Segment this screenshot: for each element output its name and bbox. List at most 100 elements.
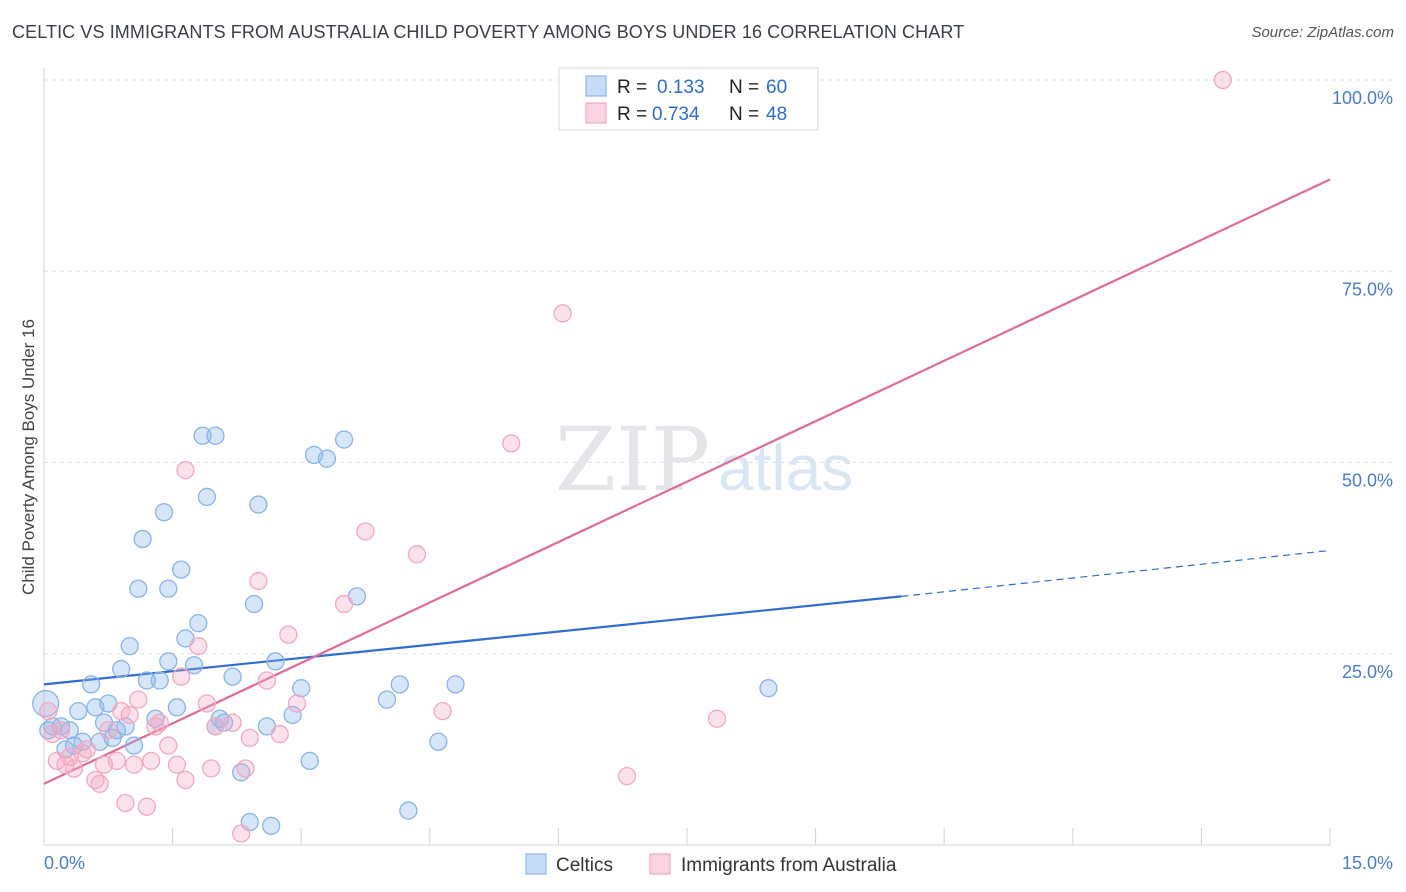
celtics-point bbox=[137, 671, 157, 690]
celtics-point bbox=[133, 529, 152, 549]
gridlines bbox=[44, 79, 1393, 655]
immigrants-point bbox=[124, 755, 144, 774]
legend-r-value-1: 0.133 bbox=[657, 77, 705, 98]
celtics-point bbox=[283, 705, 302, 725]
celtics-point bbox=[206, 426, 225, 445]
trend-line-extension-0 bbox=[901, 549, 1331, 597]
celtics-point bbox=[193, 426, 212, 445]
y-axis-label: Child Poverty Among Boys Under 16 bbox=[19, 319, 38, 595]
legend-label-immigrants: Immigrants from Australia bbox=[681, 855, 897, 876]
legend-n-label-1: N = bbox=[729, 77, 759, 98]
immigrants-point bbox=[129, 690, 148, 709]
immigrants-point bbox=[1213, 70, 1232, 90]
immigrants-point bbox=[232, 824, 251, 843]
celtics-point bbox=[120, 636, 139, 656]
immigrants-point bbox=[270, 724, 289, 744]
legend-n-value-2: 48 bbox=[766, 104, 787, 125]
chart-source: Source: ZipAtlas.com bbox=[1251, 24, 1394, 41]
immigrants-point bbox=[617, 767, 637, 786]
immigrants-point bbox=[197, 694, 217, 713]
legend-swatch-celtics-bottom bbox=[525, 853, 547, 875]
immigrants-point bbox=[99, 721, 118, 740]
immigrants-point bbox=[116, 793, 135, 813]
legend-n-value-1: 60 bbox=[766, 77, 787, 98]
celtics-point bbox=[244, 594, 264, 614]
legend-n-label-2: N = bbox=[729, 104, 759, 125]
stats-legend: R = 0.133 N = 60 R = 0.734 N = 48 bbox=[558, 67, 819, 131]
celtics-point bbox=[69, 701, 88, 721]
celtics-point bbox=[159, 652, 178, 671]
legend-r-value-2: 0.734 bbox=[652, 104, 700, 125]
immigrants-point bbox=[64, 759, 84, 778]
legend-swatch-celtics bbox=[585, 75, 607, 97]
immigrants-point bbox=[407, 545, 427, 564]
celtics-point bbox=[317, 449, 337, 468]
immigrants-point bbox=[107, 751, 127, 770]
scatter-points bbox=[32, 70, 1232, 843]
celtics-point bbox=[446, 675, 465, 694]
celtics-point bbox=[189, 614, 208, 633]
celtics-point bbox=[262, 816, 281, 836]
celtics-point bbox=[150, 671, 169, 690]
immigrants-point bbox=[120, 705, 139, 725]
celtics-point bbox=[390, 675, 409, 694]
x-tick-marks bbox=[43, 828, 1331, 845]
immigrants-point bbox=[77, 740, 97, 759]
immigrants-point bbox=[553, 304, 572, 323]
legend-r-label-2: R = bbox=[617, 104, 647, 125]
celtics-point bbox=[172, 560, 191, 579]
celtics-point bbox=[300, 751, 319, 770]
immigrants-point bbox=[334, 594, 354, 614]
immigrants-point bbox=[433, 701, 452, 721]
immigrants-point bbox=[112, 701, 131, 721]
immigrants-point bbox=[279, 625, 298, 644]
chart-title: CELTIC VS IMMIGRANTS FROM AUSTRALIA CHIL… bbox=[12, 22, 965, 42]
celtics-point bbox=[399, 801, 418, 820]
immigrants-point bbox=[159, 736, 178, 755]
celtics-point bbox=[249, 495, 268, 514]
legend-r-label-1: R = bbox=[617, 77, 647, 98]
immigrants-point bbox=[142, 751, 161, 770]
immigrants-point bbox=[176, 770, 195, 790]
series-legend: Celtics Immigrants from Australia bbox=[525, 853, 897, 876]
celtics-point bbox=[154, 503, 174, 522]
y-tick-label-75: 75.0% bbox=[1342, 279, 1393, 299]
trend-lines bbox=[43, 178, 1331, 785]
immigrants-point bbox=[137, 797, 157, 816]
immigrants-point bbox=[240, 728, 259, 748]
trend-line-0 bbox=[43, 595, 902, 686]
immigrants-point bbox=[202, 759, 221, 778]
immigrants-point bbox=[167, 755, 187, 774]
celtics-point bbox=[266, 652, 285, 671]
immigrants-point bbox=[90, 774, 109, 793]
celtics-point bbox=[124, 736, 144, 755]
celtics-point bbox=[429, 732, 448, 751]
y-tick-label-25: 25.0% bbox=[1342, 662, 1393, 682]
immigrants-point bbox=[43, 724, 62, 744]
immigrants-point bbox=[287, 694, 307, 713]
immigrants-point bbox=[189, 636, 208, 656]
celtics-point bbox=[167, 698, 187, 717]
immigrants-point bbox=[172, 667, 191, 686]
immigrants-point bbox=[236, 759, 255, 778]
celtics-point bbox=[82, 675, 101, 694]
immigrants-point bbox=[150, 713, 169, 732]
celtics-point bbox=[112, 659, 131, 679]
y-tick-label-50: 50.0% bbox=[1342, 471, 1393, 491]
y-tick-label-100: 100.0% bbox=[1332, 88, 1393, 108]
immigrants-point bbox=[51, 721, 71, 740]
celtics-point bbox=[377, 690, 397, 709]
celtics-point bbox=[759, 679, 778, 698]
celtics-point bbox=[292, 679, 311, 698]
x-tick-label-left: 0.0% bbox=[44, 853, 85, 873]
celtics-point bbox=[223, 667, 242, 686]
watermark-atlas: atlas bbox=[718, 432, 853, 504]
immigrants-point bbox=[707, 709, 727, 728]
celtics-point bbox=[197, 487, 217, 507]
x-tick-label-right: 15.0% bbox=[1342, 853, 1393, 873]
immigrants-point bbox=[176, 460, 195, 480]
celtics-point bbox=[184, 656, 204, 675]
watermark-zip: ZIP bbox=[555, 408, 710, 511]
immigrants-point bbox=[206, 717, 225, 736]
immigrants-point bbox=[249, 571, 268, 591]
